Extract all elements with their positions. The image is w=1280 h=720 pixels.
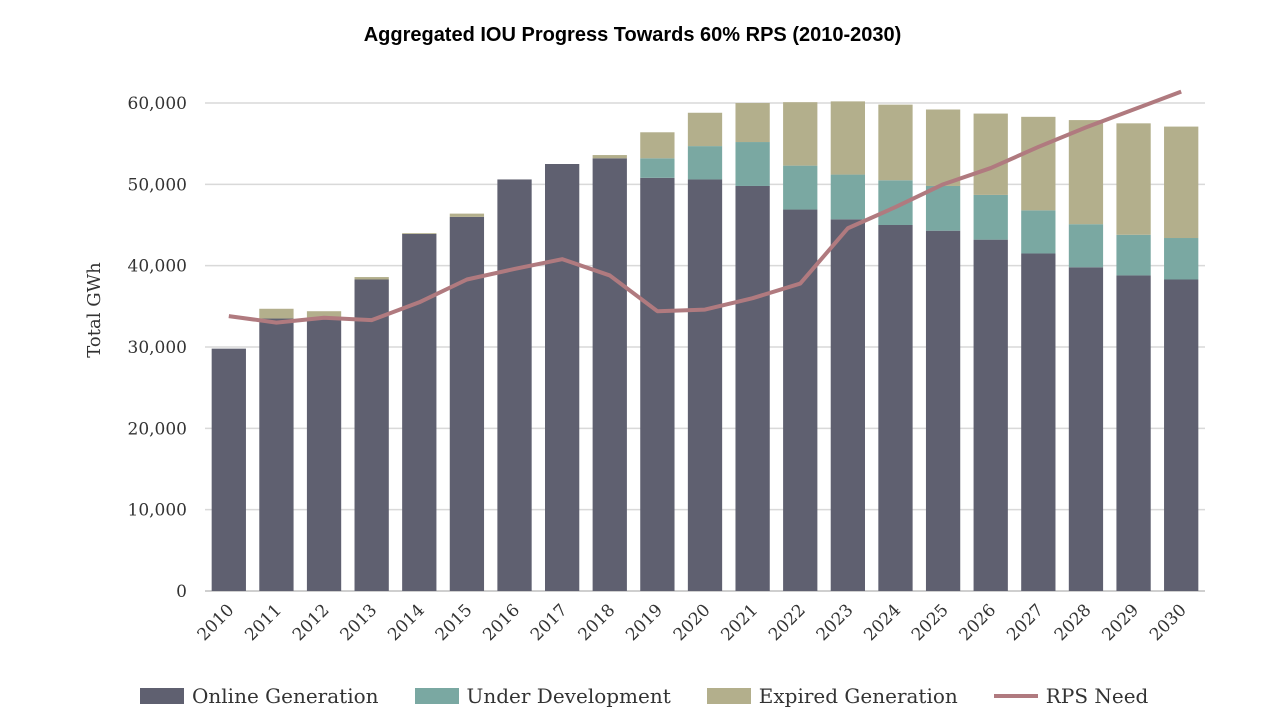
- rps-need-line-path: [228, 89, 1182, 325]
- chart-title: Aggregated IOU Progress Towards 60% RPS …: [363, 24, 902, 46]
- legend-item-expired-generation: Expired Generation: [706, 684, 958, 708]
- x-tick-label: 2020: [670, 600, 715, 645]
- bar-online-generation: [449, 216, 485, 591]
- bar-online-generation: [211, 348, 246, 591]
- bar-under-development: [1116, 234, 1151, 276]
- bar-expired-generation: [640, 132, 675, 159]
- bar-online-generation: [1068, 267, 1104, 591]
- x-tick-label: 2026: [956, 600, 1001, 645]
- legend-swatch-expired: [706, 688, 751, 704]
- bar-under-development: [973, 194, 1008, 240]
- bar-online-generation: [402, 233, 437, 592]
- bar-online-generation: [497, 179, 532, 591]
- bar-expired-generation: [449, 213, 485, 217]
- bar-under-development: [687, 146, 723, 180]
- bar-online-generation: [1164, 279, 1199, 591]
- bar-expired-generation: [973, 113, 1008, 195]
- bar-online-generation: [925, 230, 961, 591]
- y-tick-label: 30,000: [128, 338, 187, 358]
- bar-under-development: [783, 165, 818, 210]
- bar-expired-generation: [306, 311, 342, 318]
- y-tick-label: 40,000: [128, 257, 187, 277]
- bar-online-generation: [878, 225, 913, 591]
- x-tick-label: 2030: [1146, 600, 1191, 645]
- bar-online-generation: [640, 177, 675, 591]
- bar-expired-generation: [925, 109, 961, 186]
- chart-plot: 0 10,000 20,000 30,000 40,000 50,000 60,000 201…: [84, 89, 1205, 645]
- x-tick-label: 2024: [860, 600, 905, 645]
- x-tick-label: 2012: [289, 600, 334, 645]
- x-tick-label: 2019: [622, 600, 667, 645]
- legend-label-rps-need: RPS Need: [1045, 684, 1149, 708]
- bar-online-generation: [1021, 253, 1056, 591]
- bar-expired-generation: [878, 104, 913, 181]
- bar-expired-generation: [259, 308, 294, 319]
- x-tick-label: 2010: [194, 600, 239, 645]
- legend-label-under-development: Under Development: [466, 684, 671, 708]
- legend-item-rps-need: RPS Need: [993, 684, 1149, 708]
- bar-under-development: [1068, 224, 1104, 268]
- bar-expired-generation: [783, 102, 818, 166]
- bar-online-generation: [259, 318, 294, 591]
- bar-online-generation: [354, 279, 389, 591]
- x-tick-label: 2018: [575, 600, 620, 645]
- x-tick-label: 2014: [384, 600, 429, 645]
- x-tick-label: 2021: [717, 600, 762, 645]
- bar-under-development: [735, 142, 770, 186]
- bar-under-development: [640, 158, 675, 178]
- bar-online-generation: [735, 185, 770, 591]
- legend-label-expired: Expired Generation: [758, 684, 958, 708]
- bar-expired-generation: [735, 103, 770, 143]
- bar-under-development: [925, 185, 961, 231]
- bar-online-generation: [306, 317, 342, 591]
- bar-expired-generation: [402, 233, 437, 234]
- y-tick-label: 60,000: [128, 94, 187, 114]
- bar-expired-generation: [1164, 126, 1199, 239]
- bars: [211, 101, 1199, 592]
- x-tick-label: 2023: [813, 600, 858, 645]
- y-tick-label: 20,000: [128, 419, 187, 439]
- y-tick-label: 10,000: [128, 501, 187, 521]
- x-tick-label: 2027: [1003, 600, 1048, 645]
- rps-need-line: [228, 89, 1182, 325]
- bar-under-development: [1164, 238, 1199, 280]
- x-tick-label: 2029: [1098, 600, 1143, 645]
- legend-swatch-rps-need: [993, 694, 1038, 698]
- bar-expired-generation: [592, 155, 627, 159]
- bar-expired-generation: [1116, 123, 1151, 235]
- x-tick-label: 2022: [765, 600, 810, 645]
- bar-under-development: [1021, 210, 1056, 254]
- bar-expired-generation: [830, 101, 865, 175]
- x-tick-label: 2015: [432, 600, 477, 645]
- legend-swatch-under-development: [414, 688, 459, 704]
- bar-online-generation: [830, 219, 865, 591]
- legend-item-online-generation: Online Generation: [140, 684, 379, 708]
- y-axis-label: Total GWh: [84, 262, 105, 358]
- chart-legend: Online Generation Under Development Expi…: [140, 682, 1200, 710]
- bar-online-generation: [1116, 275, 1151, 591]
- bar-expired-generation: [1021, 116, 1056, 211]
- x-tick-label: 2025: [908, 600, 953, 645]
- legend-label-online: Online Generation: [192, 684, 379, 708]
- bar-online-generation: [545, 164, 580, 591]
- bar-online-generation: [687, 179, 723, 591]
- y-tick-label: 0: [176, 582, 187, 602]
- x-tick-label: 2016: [479, 600, 524, 645]
- legend-item-under-development: Under Development: [414, 684, 671, 708]
- bar-under-development: [830, 174, 865, 220]
- legend-swatch-online: [140, 688, 184, 704]
- y-tick-label: 50,000: [128, 175, 187, 195]
- x-tick-label: 2011: [241, 600, 286, 645]
- bar-online-generation: [592, 158, 627, 591]
- x-tick-label: 2028: [1051, 600, 1096, 645]
- x-tick-label: 2017: [527, 600, 572, 645]
- bar-expired-generation: [354, 277, 389, 280]
- x-tick-label: 2013: [336, 600, 381, 645]
- bar-online-generation: [973, 239, 1008, 591]
- bar-expired-generation: [687, 112, 723, 147]
- bar-expired-generation: [1068, 120, 1104, 225]
